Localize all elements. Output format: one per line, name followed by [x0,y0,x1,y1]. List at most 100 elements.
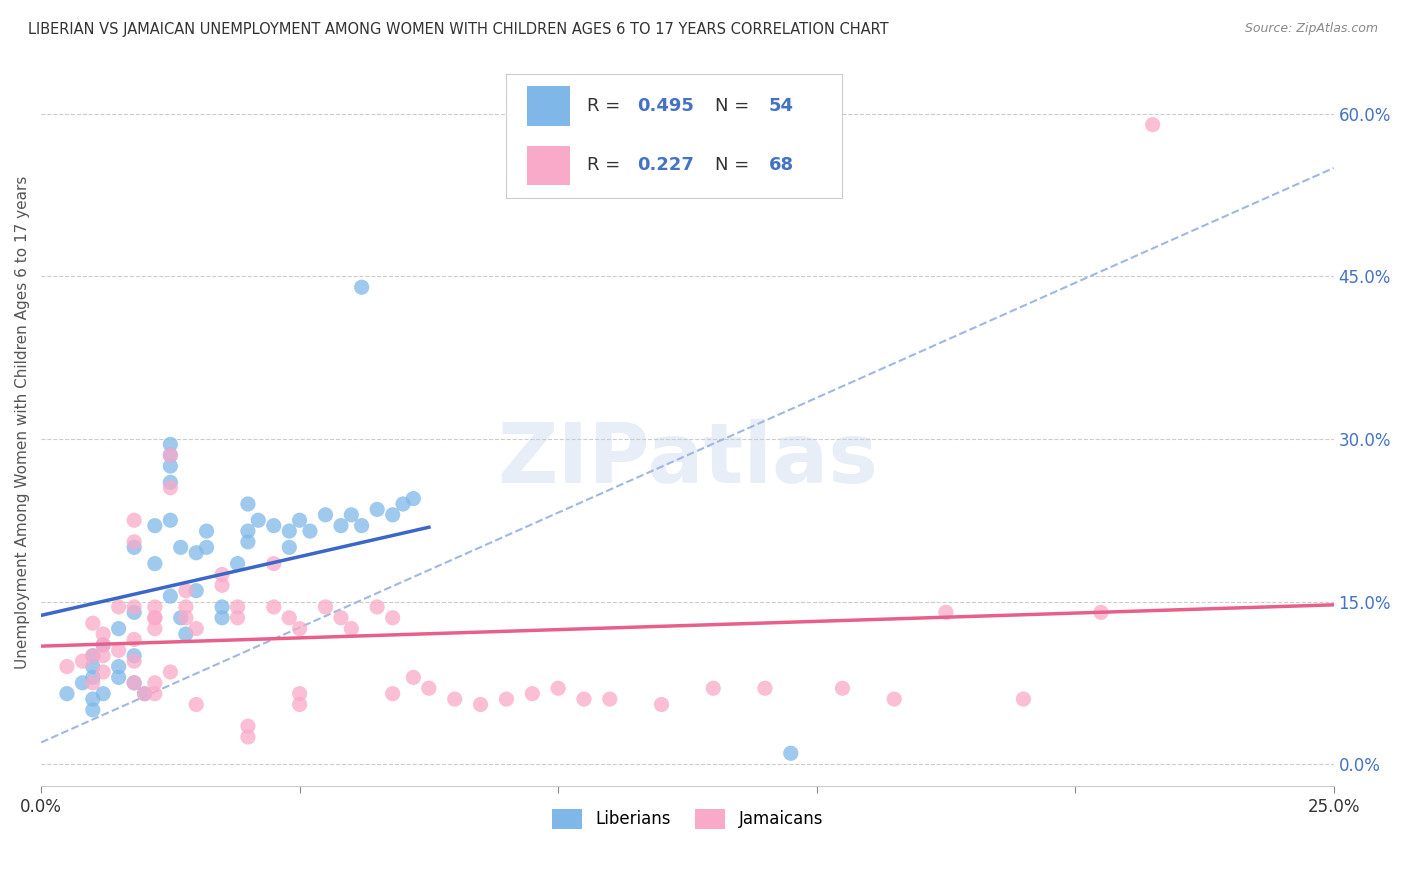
Point [366,502,388,516]
Point [82,659,104,673]
Point [392,497,415,511]
Text: Source: ZipAtlas.com: Source: ZipAtlas.com [1244,22,1378,36]
Point [288,513,311,527]
Text: LIBERIAN VS JAMAICAN UNEMPLOYMENT AMONG WOMEN WITH CHILDREN AGES 6 TO 17 YEARS C: LIBERIAN VS JAMAICAN UNEMPLOYMENT AMONG … [28,22,889,37]
Point [247,513,270,527]
Point [91,638,114,652]
Point [298,524,321,538]
Point [174,611,197,625]
Point [547,681,569,696]
Point [381,687,404,701]
Point [107,659,129,673]
Point [174,627,197,641]
Point [122,535,145,549]
Point [1090,606,1112,620]
Point [195,524,218,538]
Point [159,458,181,473]
Point [470,698,492,712]
Point [143,611,166,625]
Point [91,665,114,679]
Point [402,670,425,684]
Point [366,599,388,614]
Point [288,687,311,701]
Point [82,670,104,684]
Point [779,746,801,760]
Point [340,622,363,636]
Point [143,557,166,571]
Point [195,541,218,555]
Point [278,611,301,625]
Point [122,541,145,555]
Point [82,648,104,663]
Point [122,675,145,690]
Point [236,730,259,744]
Point [82,692,104,706]
Point [935,606,957,620]
Point [651,698,673,712]
Point [122,513,145,527]
Text: ZIPatlas: ZIPatlas [496,418,877,500]
Point [236,524,259,538]
Point [883,692,905,706]
Point [211,611,233,625]
Point [143,599,166,614]
Point [143,518,166,533]
Point [418,681,440,696]
Point [236,497,259,511]
Point [236,719,259,733]
Point [226,611,249,625]
Point [211,578,233,592]
Point [159,448,181,462]
Point [186,546,208,560]
Point [288,698,311,712]
Point [381,508,404,522]
Point [599,692,621,706]
Point [314,508,336,522]
Point [122,675,145,690]
Point [263,599,285,614]
Point [107,599,129,614]
Point [702,681,724,696]
Point [159,665,181,679]
Point [82,675,104,690]
Point [522,687,544,701]
Point [82,648,104,663]
Point [159,589,181,603]
Point [91,648,114,663]
Point [159,475,181,490]
Point [211,599,233,614]
Point [174,599,197,614]
Point [122,654,145,668]
Point [159,448,181,462]
Point [330,518,353,533]
Point [402,491,425,506]
Legend: Liberians, Jamaicans: Liberians, Jamaicans [546,802,830,836]
Point [91,687,114,701]
Point [1142,118,1164,132]
Point [91,627,114,641]
Point [170,611,193,625]
Point [174,583,197,598]
Point [122,632,145,647]
Point [143,675,166,690]
Point [159,481,181,495]
Point [330,611,353,625]
Point [159,513,181,527]
Point [56,687,79,701]
Point [263,518,285,533]
Point [572,692,595,706]
Point [91,638,114,652]
Point [1012,692,1035,706]
Point [350,280,373,294]
Point [143,687,166,701]
Point [82,616,104,631]
Point [226,557,249,571]
Point [314,599,336,614]
Point [107,643,129,657]
Point [107,622,129,636]
Point [134,687,156,701]
Point [72,654,94,668]
Point [122,606,145,620]
Point [278,541,301,555]
Point [122,599,145,614]
